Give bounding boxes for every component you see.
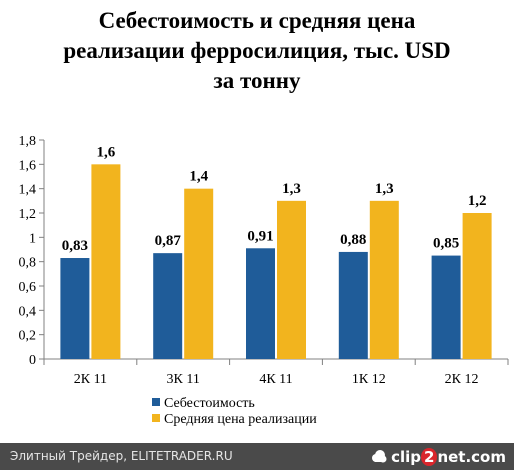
x-tick-label: 3К 11 [167,372,200,387]
y-tick-label: 0,4 [19,304,37,319]
logo-text: clip 2 net.com [391,447,506,466]
chart-title: Себестоимость и средняя цена реализации … [0,6,514,96]
legend-label: Средняя цена реализации [164,412,317,427]
y-tick-label: 0,8 [19,256,37,271]
bar-chart: 0 0,2 0,4 0,6 0,8 1 1,2 1,4 1,6 1,8 2К 11 0,83 1,6 3К… [19,134,509,427]
bar-price [184,188,214,359]
data-label: 0,87 [155,233,182,249]
data-label: 0,83 [62,238,88,254]
data-label: 1,4 [189,169,208,185]
data-label: 1,3 [375,181,394,197]
x-tick-label: 4К 11 [259,372,292,387]
legend-swatch [152,398,160,406]
footer-source-text: Элитный Трейдер, ELITETRADER.RU [10,449,233,463]
bar-cost [431,255,461,359]
bar-price [277,200,306,359]
bar-cost [246,248,275,359]
data-label: 1,2 [468,193,487,209]
y-tick-label: 1,8 [19,134,37,149]
cloud-icon [372,449,387,462]
data-label: 0,88 [340,232,366,248]
y-tick-label: 1,4 [19,183,37,198]
bar-price [91,164,121,359]
bar-cost [338,251,368,359]
data-label: 0,91 [247,228,273,244]
y-tick-label: 0,6 [19,280,37,295]
y-tick-label: 0 [29,353,36,368]
logo-text-pre: clip [391,447,421,466]
data-label: 1,6 [97,144,116,160]
data-label: 1,3 [282,181,301,197]
y-tick-label: 1 [29,231,36,246]
footer-bar: Элитный Трейдер, ELITETRADER.RU clip 2 net… [0,443,514,470]
clip2net-logo[interactable]: clip 2 net.com [370,446,506,467]
bar-price [369,200,399,359]
legend-swatch [152,414,160,422]
logo-text-accent: 2 [421,447,438,466]
logo-text-suffix: .com [465,447,506,466]
bar-cost [153,253,183,359]
bar-price [462,213,492,359]
y-tick-label: 1,6 [19,158,37,173]
logo-text-post: net [437,447,466,466]
x-tick-label: 2К 12 [445,372,479,387]
x-tick-label: 2К 11 [74,372,107,387]
x-tick-label: 1К 12 [352,372,386,387]
title-line-3: за тонну [213,68,301,93]
legend-label: Себестоимость [164,396,255,411]
title-line-2: реализации ферросилиция, тыс. USD [63,38,451,63]
bar-cost [60,258,90,359]
y-tick-label: 1,2 [19,207,37,222]
data-label: 0,85 [433,236,459,252]
title-line-1: Себестоимость и средняя цена [98,8,416,33]
y-tick-label: 0,2 [19,329,37,344]
